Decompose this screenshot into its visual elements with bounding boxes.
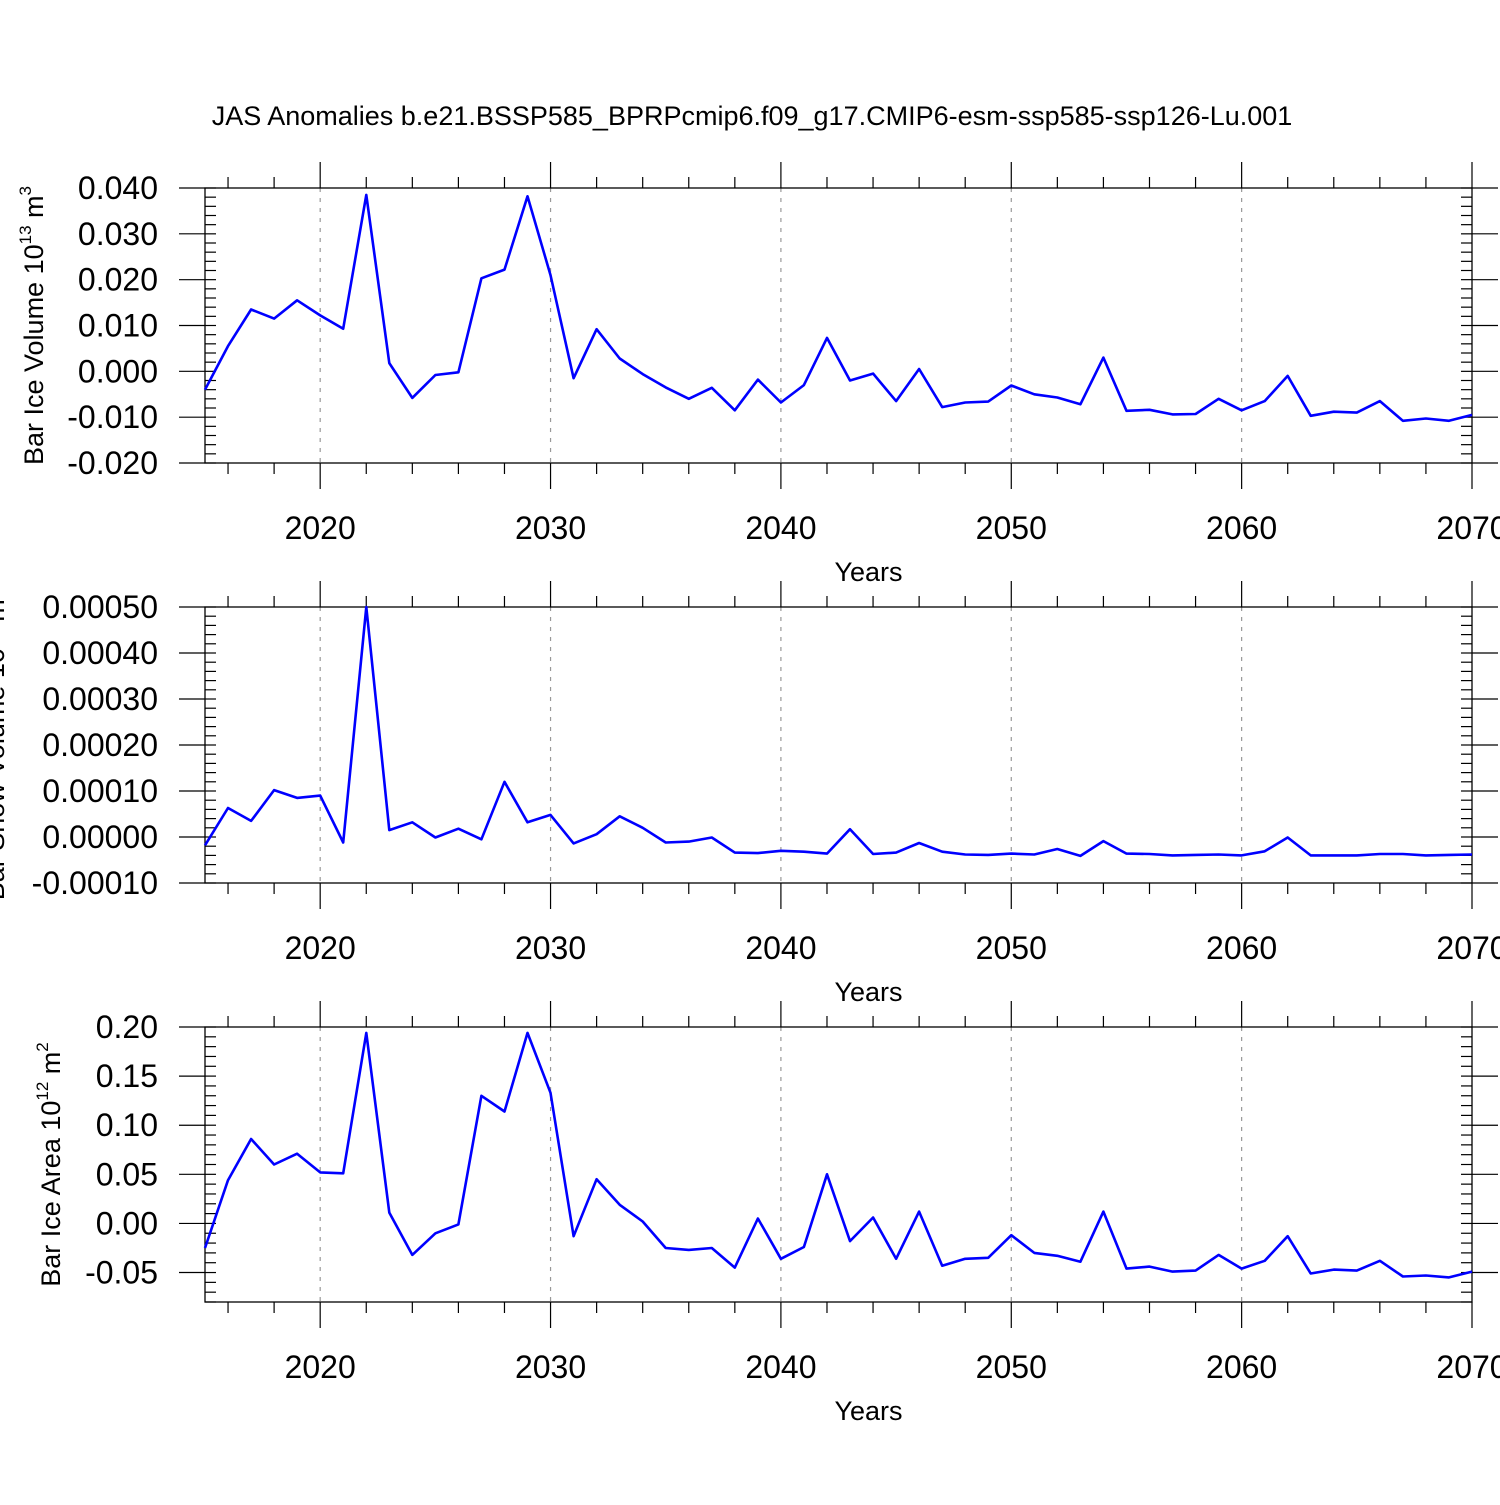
x-axis-label: Years (834, 1396, 902, 1426)
x-tick-label: 2070 (1436, 930, 1500, 966)
panel-1: 2020 2030 2040 2050 2060 2070 0.040 0.030 0.020 0… (16, 162, 1500, 587)
y-tick-label: -0.020 (67, 445, 158, 481)
x-tick-label: 2040 (745, 930, 816, 966)
y-tick-label: 0.020 (78, 262, 158, 298)
panel-3: 2020 2030 2040 2050 2060 2070 0.20 0.15 0.10 0.05… (33, 1001, 1500, 1426)
y-axis-label: Bar Ice Volume 1013 m3 (16, 186, 49, 465)
x-tick-label: 2020 (285, 1349, 356, 1385)
y-tick-label: 0.00030 (42, 681, 158, 717)
y-tick-label: 0.20 (96, 1009, 158, 1045)
x-tick-label: 2060 (1206, 1349, 1277, 1385)
x-tick-label: 2040 (745, 510, 816, 546)
x-tick-label: 2060 (1206, 510, 1277, 546)
x-tick-label: 2050 (976, 930, 1047, 966)
y-tick-label: 0.00040 (42, 635, 158, 671)
y-tick-label: 0.000 (78, 353, 158, 389)
x-axis-label: Years (834, 557, 902, 587)
plot-frame (204, 1026, 1473, 1303)
y-tick-label: 0.00050 (42, 589, 158, 625)
x-tick-label: 2040 (745, 1349, 816, 1385)
y-tick-label: -0.05 (85, 1255, 158, 1291)
x-tick-label: 2050 (976, 510, 1047, 546)
y-tick-label: 0.030 (78, 216, 158, 252)
y-tick-label: 0.00020 (42, 727, 158, 763)
x-tick-label: 2030 (515, 930, 586, 966)
y-tick-label: 0.15 (96, 1058, 158, 1094)
y-tick-label: 0.010 (78, 308, 158, 344)
y-tick-label: -0.010 (67, 399, 158, 435)
panel-2: 2020 2030 2040 2050 2060 2070 0.00050 0.00040 0.… (0, 581, 1500, 1007)
x-tick-label: 2020 (285, 510, 356, 546)
x-axis-label: Years (834, 977, 902, 1007)
x-tick-label: 2030 (515, 510, 586, 546)
x-tick-label: 2070 (1436, 1349, 1500, 1385)
x-tick-label: 2060 (1206, 930, 1277, 966)
y-tick-label: 0.00010 (42, 773, 158, 809)
series-line (203, 1031, 1473, 1279)
x-tick-label: 2030 (515, 1349, 586, 1385)
series-line (203, 193, 1473, 423)
x-tick-label: 2050 (976, 1349, 1047, 1385)
y-tick-label: 0.040 (78, 170, 158, 206)
x-tick-label: 2070 (1436, 510, 1500, 546)
y-axis-label: Bar Ice Area 1012 m2 (33, 1042, 66, 1287)
y-axis-label: Bar Snow Volume 1013 m3 (0, 590, 10, 901)
y-tick-label: 0.05 (96, 1156, 158, 1192)
y-tick-label: 0.00000 (42, 819, 158, 855)
plot-frame (204, 187, 1473, 464)
chart-title: JAS Anomalies b.e21.BSSP585_BPRPcmip6.f0… (212, 101, 1293, 131)
y-tick-label: 0.00 (96, 1205, 158, 1241)
y-tick-label: -0.00010 (32, 865, 158, 901)
series-line (203, 605, 1473, 858)
x-tick-label: 2020 (285, 930, 356, 966)
y-tick-label: 0.10 (96, 1107, 158, 1143)
